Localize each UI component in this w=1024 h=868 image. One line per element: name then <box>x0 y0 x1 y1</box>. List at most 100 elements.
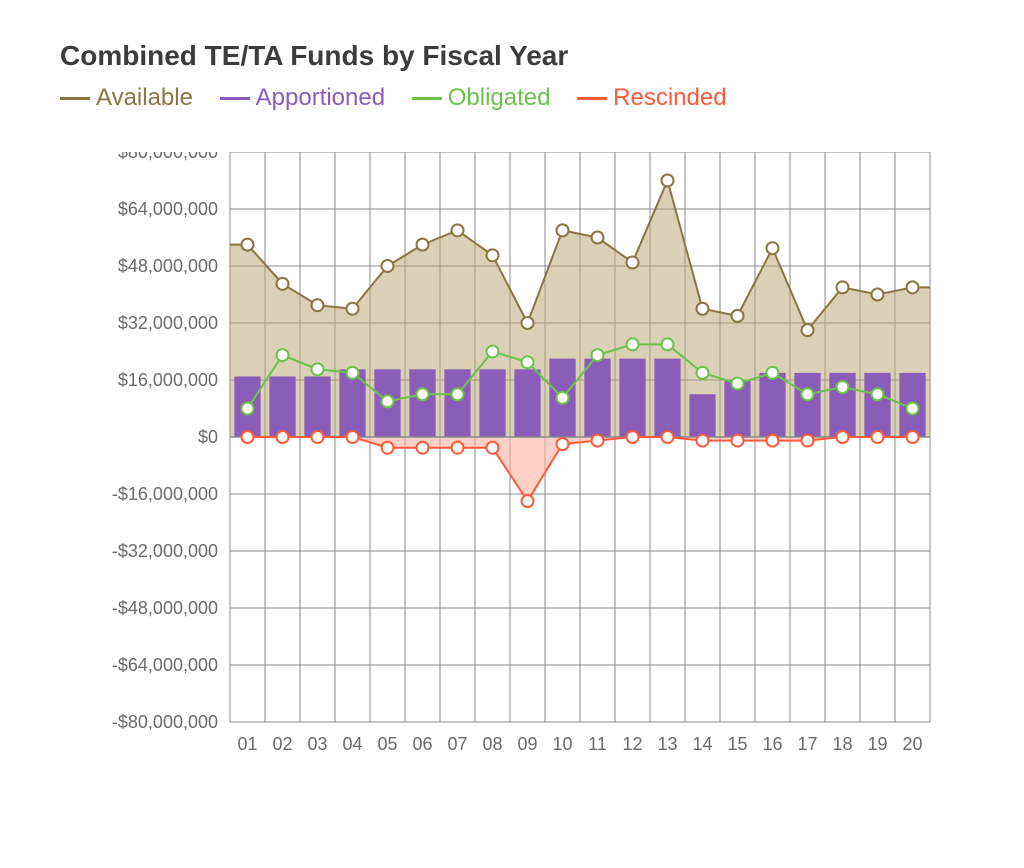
legend-swatch <box>220 97 250 100</box>
legend-swatch <box>577 97 607 100</box>
y-tick-label: -$80,000,000 <box>112 712 218 732</box>
marker <box>242 431 254 443</box>
marker <box>417 388 429 400</box>
bar <box>619 359 645 437</box>
marker <box>242 239 254 251</box>
x-tick-label: 19 <box>867 734 887 754</box>
x-tick-label: 20 <box>902 734 922 754</box>
x-tick-label: 06 <box>412 734 432 754</box>
x-tick-label: 03 <box>307 734 327 754</box>
marker <box>382 260 394 272</box>
marker <box>697 435 709 447</box>
marker <box>662 431 674 443</box>
x-tick-label: 18 <box>832 734 852 754</box>
legend-label: Available <box>96 84 193 111</box>
marker <box>697 367 709 379</box>
marker <box>732 310 744 322</box>
bar <box>514 369 540 437</box>
marker <box>907 403 919 415</box>
marker <box>522 356 534 368</box>
x-tick-label: 09 <box>517 734 537 754</box>
marker <box>767 242 779 254</box>
x-tick-label: 07 <box>447 734 467 754</box>
chart-svg: -$80,000,000-$64,000,000-$48,000,000-$32… <box>60 152 940 792</box>
marker <box>277 278 289 290</box>
legend-item-available: Available <box>60 84 193 112</box>
marker <box>732 435 744 447</box>
marker <box>557 392 569 404</box>
marker <box>382 442 394 454</box>
x-tick-label: 05 <box>377 734 397 754</box>
marker <box>557 438 569 450</box>
x-tick-label: 10 <box>552 734 572 754</box>
y-tick-label: -$48,000,000 <box>112 598 218 618</box>
marker <box>662 338 674 350</box>
marker <box>872 431 884 443</box>
marker <box>592 349 604 361</box>
x-tick-label: 08 <box>482 734 502 754</box>
marker <box>522 495 534 507</box>
y-tick-label: $48,000,000 <box>118 256 218 276</box>
marker <box>592 435 604 447</box>
x-tick-label: 15 <box>727 734 747 754</box>
bar <box>584 359 610 437</box>
marker <box>767 367 779 379</box>
bar <box>304 376 330 437</box>
x-tick-label: 16 <box>762 734 782 754</box>
marker <box>522 317 534 329</box>
marker <box>837 381 849 393</box>
bar <box>269 376 295 437</box>
marker <box>382 395 394 407</box>
marker <box>557 224 569 236</box>
bar <box>409 369 435 437</box>
marker <box>837 431 849 443</box>
marker <box>487 346 499 358</box>
legend-item-apportioned: Apportioned <box>220 84 385 112</box>
y-tick-label: $80,000,000 <box>118 152 218 162</box>
bar <box>444 369 470 437</box>
legend-item-rescinded: Rescinded <box>577 84 726 112</box>
bar <box>864 373 890 437</box>
x-tick-label: 02 <box>272 734 292 754</box>
marker <box>627 256 639 268</box>
legend-swatch <box>412 97 442 100</box>
bar <box>654 359 680 437</box>
x-tick-label: 11 <box>588 734 607 754</box>
marker <box>907 281 919 293</box>
marker <box>802 324 814 336</box>
x-tick-label: 01 <box>237 734 257 754</box>
marker <box>872 289 884 301</box>
x-tick-label: 13 <box>657 734 677 754</box>
marker <box>242 403 254 415</box>
marker <box>277 431 289 443</box>
marker <box>802 388 814 400</box>
y-tick-label: $32,000,000 <box>118 313 218 333</box>
marker <box>452 388 464 400</box>
marker <box>837 281 849 293</box>
marker <box>487 249 499 261</box>
marker <box>767 435 779 447</box>
marker <box>347 431 359 443</box>
x-tick-label: 04 <box>342 734 362 754</box>
funds-chart: -$80,000,000-$64,000,000-$48,000,000-$32… <box>60 152 940 792</box>
y-tick-label: $16,000,000 <box>118 370 218 390</box>
legend-item-obligated: Obligated <box>412 84 551 112</box>
chart-legend: Available Apportioned Obligated Rescinde… <box>60 84 964 112</box>
legend-label: Apportioned <box>256 84 385 111</box>
x-tick-label: 14 <box>692 734 712 754</box>
y-tick-label: -$32,000,000 <box>112 541 218 561</box>
marker <box>417 442 429 454</box>
bar <box>479 369 505 437</box>
marker <box>312 363 324 375</box>
marker <box>627 338 639 350</box>
page-title: Combined TE/TA Funds by Fiscal Year <box>60 40 964 72</box>
y-axis-labels: -$80,000,000-$64,000,000-$48,000,000-$32… <box>112 152 218 732</box>
marker <box>697 303 709 315</box>
marker <box>452 442 464 454</box>
bar <box>759 373 785 437</box>
marker <box>312 431 324 443</box>
marker <box>627 431 639 443</box>
legend-label: Rescinded <box>613 84 726 111</box>
marker <box>417 239 429 251</box>
y-tick-label: $64,000,000 <box>118 199 218 219</box>
